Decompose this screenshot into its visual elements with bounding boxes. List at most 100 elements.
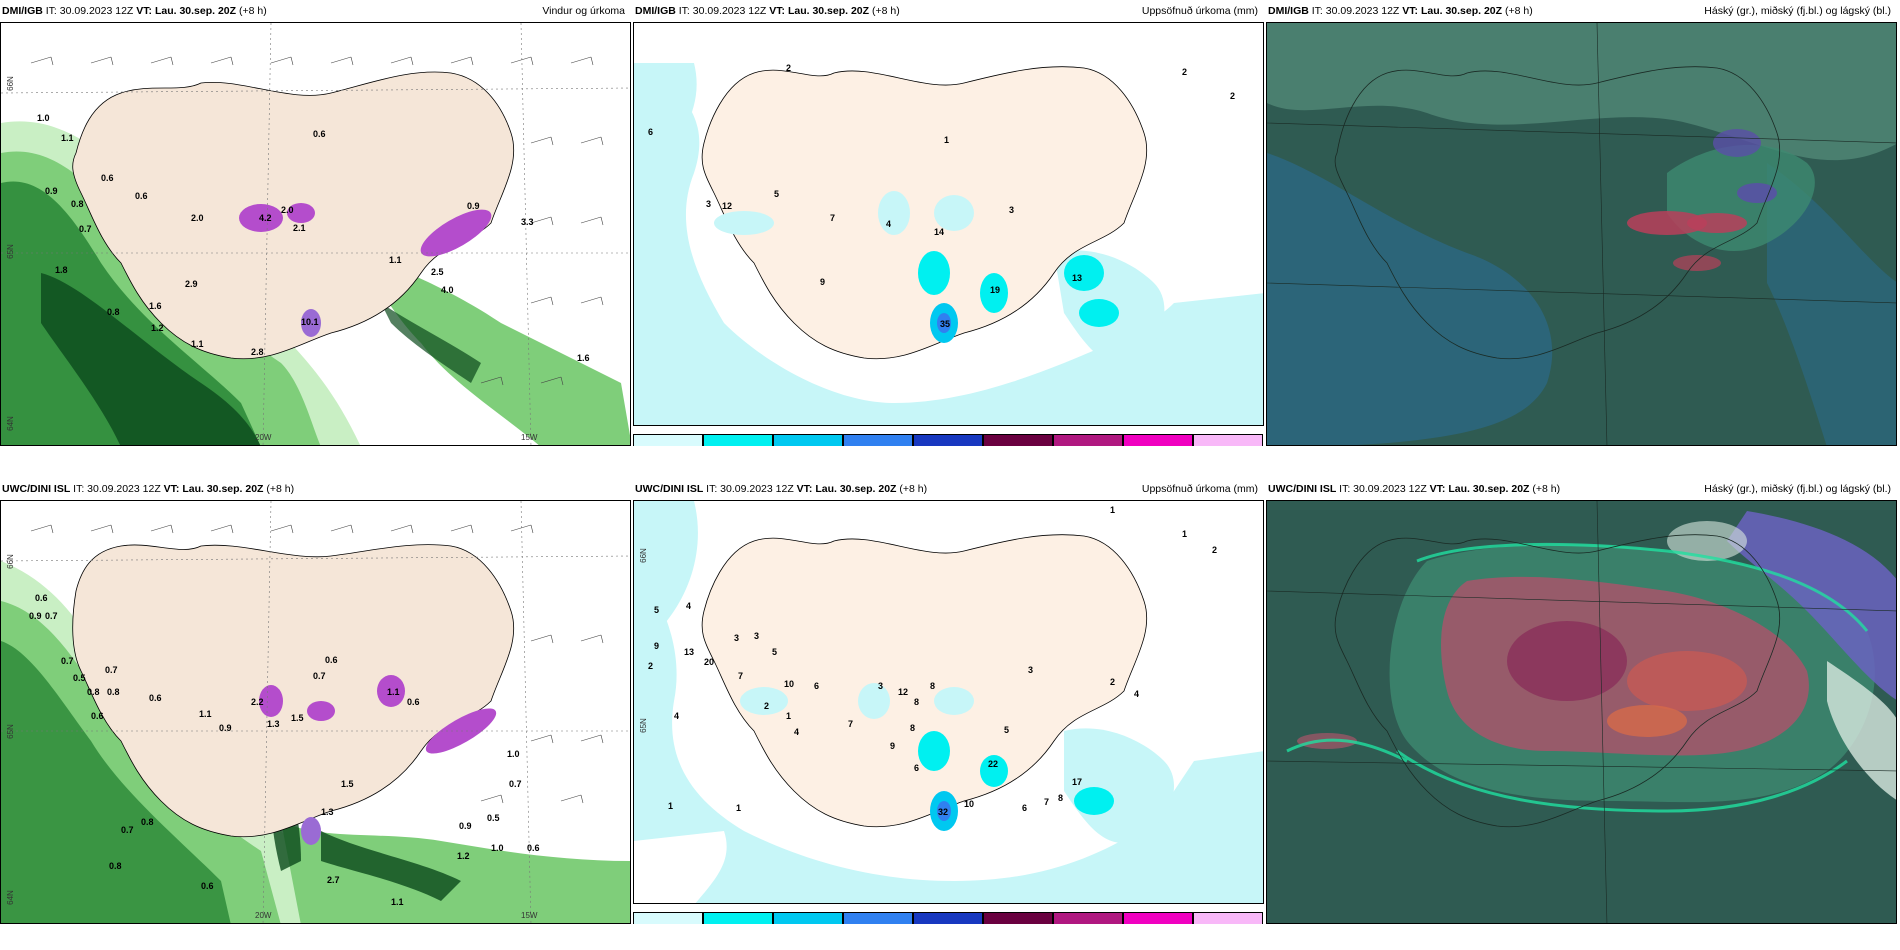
precip-label: 19 — [990, 285, 1001, 295]
precip-label: 1.3 — [321, 807, 334, 817]
precip-label: 9 — [820, 277, 826, 287]
precip-label: 1.3 — [267, 719, 280, 729]
valid-label: VT: — [163, 483, 180, 495]
panel-wind-precip-dmi: DMI/IGB IT: 30.09.2023 12Z VT: Lau. 30.s… — [0, 0, 631, 446]
precip-label: 1.1 — [191, 339, 204, 349]
model-name: DMI/IGB — [635, 5, 676, 17]
precip-label: 0.7 — [61, 656, 74, 666]
scale-swatch — [1053, 912, 1123, 924]
wind-barbs — [30, 524, 604, 804]
lead-time: (+8 h) — [266, 483, 295, 495]
valid-time: Lau. 30.sep. 20Z — [1420, 5, 1503, 17]
scale-swatch — [983, 912, 1053, 924]
lat-label: 66N — [5, 554, 15, 569]
precip-label: 0.8 — [107, 687, 120, 697]
precip-label: 0.6 — [527, 843, 540, 853]
panel-title: DMI/IGB IT: 30.09.2023 12Z VT: Lau. 30.s… — [1266, 0, 1897, 22]
precip-label: 0.9 — [459, 821, 472, 831]
wind-barbs — [30, 56, 604, 386]
scale-swatch — [843, 912, 913, 924]
product-name: Uppsöfnuð úrkoma (mm) — [1141, 5, 1258, 17]
accum-precip-patches — [740, 683, 1114, 831]
product-name: Uppsöfnuð úrkoma (mm) — [1141, 483, 1258, 495]
scale-swatch — [633, 434, 703, 446]
precip-label: 0.6 — [35, 593, 48, 603]
precip-label: 10 — [964, 799, 975, 809]
precip-label: 1 — [786, 711, 792, 721]
lead-time: (+8 h) — [238, 5, 267, 17]
lat-label: 64N — [5, 890, 15, 905]
precip-label: 4 — [686, 601, 692, 611]
precip-label: 1.8 — [55, 265, 68, 275]
precip-label: 1 — [736, 803, 742, 813]
valid-time: Lau. 30.sep. 20Z — [154, 5, 237, 17]
map-graphic — [634, 501, 1263, 903]
panel-title: DMI/IGB IT: 30.09.2023 12Z VT: Lau. 30.s… — [0, 0, 631, 22]
scale-swatch — [773, 434, 843, 446]
precip-label: 9 — [654, 641, 660, 651]
valid-label: VT: — [769, 5, 786, 17]
precip-label: 2 — [1212, 545, 1218, 555]
precip-label: 6 — [814, 681, 820, 691]
precip-label: 2.0 — [191, 213, 204, 223]
precip-label: 4 — [886, 219, 892, 229]
precip-label: 8 — [910, 723, 916, 733]
precip-label: 2.0 — [281, 205, 294, 215]
precip-scale-bar: 1 10 25 50 75 100 150 200 400 — [633, 434, 1264, 446]
product-name: Háský (gr.), miðský (fj.bl.) og lágský (… — [1704, 483, 1891, 495]
lat-label: 65N — [638, 718, 648, 733]
grid-lines — [1267, 501, 1896, 923]
map-graphic — [634, 23, 1263, 425]
model-name: UWC/DINI ISL — [1268, 483, 1337, 495]
precip-label: 0.5 — [73, 673, 86, 683]
precip-label: 0.6 — [135, 191, 148, 201]
precip-label: 1 — [668, 801, 674, 811]
precip-label: 35 — [940, 319, 951, 329]
precip-label: 0.7 — [313, 671, 326, 681]
map-clouds — [1266, 500, 1897, 924]
map-graphic — [1, 501, 630, 923]
precip-label: 12 — [898, 687, 909, 697]
precip-label: 2.2 — [251, 697, 264, 707]
scale-swatch — [1053, 434, 1123, 446]
grid-lines — [1267, 23, 1896, 445]
scale-swatch — [913, 912, 983, 924]
map-accum-precip: 2 2 2 6 1 3 5 7 14 9 19 13 4 3 12 35 — [633, 22, 1264, 426]
lat-label: 65N — [5, 724, 15, 739]
lon-label: 15W — [521, 433, 538, 442]
precip-label: 0.7 — [121, 825, 134, 835]
precip-label: 0.8 — [87, 687, 100, 697]
precip-label: 1.6 — [149, 301, 162, 311]
precip-label: 3 — [1009, 205, 1015, 215]
scale-swatch — [1123, 912, 1193, 924]
precip-label: 1.1 — [389, 255, 402, 265]
scale-swatch — [703, 434, 773, 446]
scale-swatch — [1123, 434, 1193, 446]
precip-label: 1.1 — [387, 687, 400, 697]
init-time: IT: 30.09.2023 12Z — [706, 483, 794, 495]
precip-label: 0.6 — [101, 173, 114, 183]
init-time: IT: 30.09.2023 12Z — [73, 483, 161, 495]
precip-label: 0.9 — [219, 723, 232, 733]
scale-swatch — [1193, 434, 1263, 446]
precip-label: 3 — [734, 633, 740, 643]
precip-label: 1.1 — [61, 133, 74, 143]
precip-label: 1.1 — [391, 897, 404, 907]
panel-accum-precip-dmi: DMI/IGB IT: 30.09.2023 12Z VT: Lau. 30.s… — [633, 0, 1264, 446]
panel-title: DMI/IGB IT: 30.09.2023 12Z VT: Lau. 30.s… — [633, 0, 1264, 22]
precip-label: 0.8 — [109, 861, 122, 871]
precip-label: 9 — [890, 741, 896, 751]
panel-title: UWC/DINI ISL IT: 30.09.2023 12Z VT: Lau.… — [633, 478, 1264, 500]
precip-label: 13 — [1072, 273, 1083, 283]
init-time: IT: 30.09.2023 12Z — [678, 5, 767, 17]
precip-label: 1.0 — [491, 843, 504, 853]
precip-scale-bar: 1 10 25 50 75 100 150 200 400 — [633, 912, 1264, 924]
precip-label: 10.1 — [301, 317, 319, 327]
precip-label: 4.0 — [441, 285, 454, 295]
product-name: Vindur og úrkoma — [542, 5, 625, 17]
precip-label: 1.0 — [37, 113, 50, 123]
precip-label: 7 — [830, 213, 836, 223]
panel-clouds-dmi: DMI/IGB IT: 30.09.2023 12Z VT: Lau. 30.s… — [1266, 0, 1897, 446]
precip-label: 2.9 — [185, 279, 198, 289]
precip-label: 13 — [684, 647, 695, 657]
